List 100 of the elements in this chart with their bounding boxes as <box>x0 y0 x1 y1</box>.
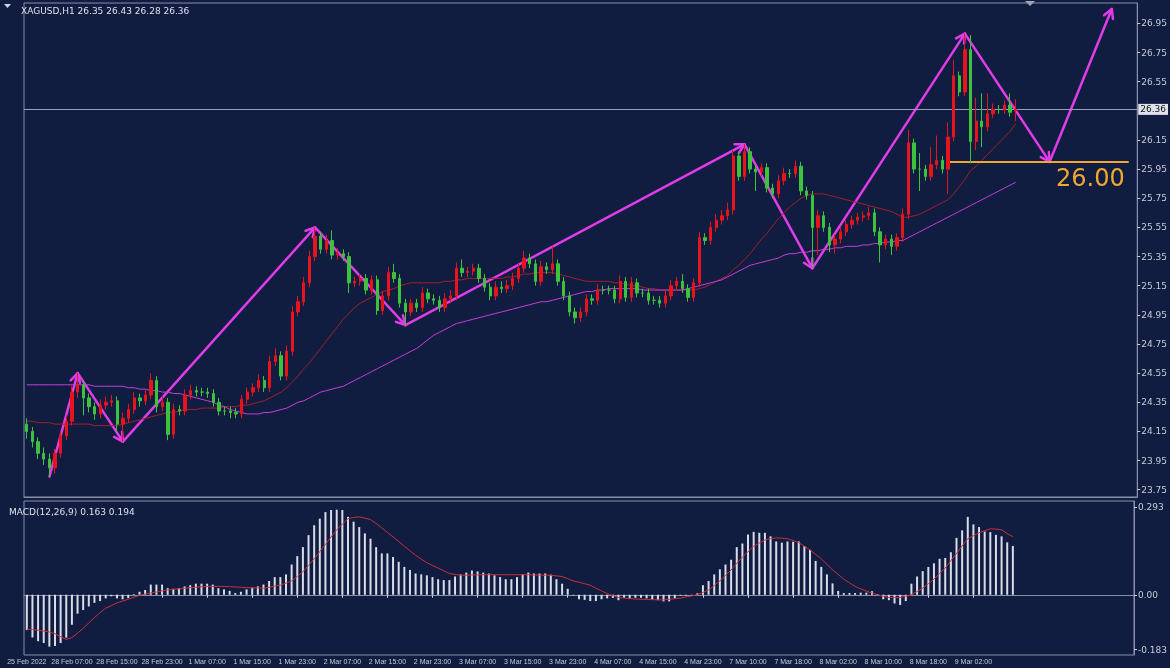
candlestick <box>517 261 520 284</box>
candlestick <box>901 207 904 243</box>
bar <box>37 594 40 642</box>
candlestick <box>1003 100 1006 115</box>
bar <box>820 566 823 595</box>
candlestick <box>765 162 769 193</box>
candlestick <box>579 307 582 323</box>
candlestick <box>104 395 108 411</box>
candlestick <box>178 404 181 416</box>
candlestick <box>138 393 142 408</box>
bar <box>961 530 964 595</box>
candlestick <box>771 183 774 199</box>
candlestick <box>895 232 899 252</box>
bar <box>228 590 231 595</box>
candlestick <box>308 250 311 288</box>
candlestick <box>856 212 859 225</box>
bar <box>718 569 721 595</box>
bar <box>966 516 969 595</box>
bar <box>318 518 321 595</box>
bar <box>420 574 423 595</box>
bar <box>414 573 417 595</box>
candlestick <box>545 261 548 275</box>
candlestick <box>110 394 113 408</box>
candlestick <box>890 234 893 256</box>
bar <box>1006 542 1009 595</box>
candlestick <box>285 344 288 381</box>
bar <box>194 583 197 595</box>
bar <box>589 594 592 602</box>
candlestick <box>449 289 452 304</box>
candlestick <box>952 59 955 142</box>
candlestick <box>404 298 407 326</box>
candlestick <box>359 273 362 287</box>
candlestick <box>370 275 373 295</box>
candlestick <box>585 293 588 317</box>
bar <box>741 543 744 595</box>
candlestick <box>325 234 328 255</box>
y-tick-label: 24.35 <box>1141 397 1167 408</box>
candlestick <box>87 393 91 413</box>
candlestick <box>376 275 379 316</box>
candlestick <box>619 275 622 304</box>
bar <box>831 583 834 595</box>
candlestick <box>229 406 232 419</box>
bar <box>442 580 445 595</box>
candlestick <box>48 452 51 478</box>
candlestick <box>539 260 543 287</box>
bar <box>1011 545 1014 595</box>
bar <box>516 577 519 595</box>
bar <box>476 571 479 595</box>
candlestick <box>121 411 125 443</box>
bar <box>932 563 935 595</box>
candlestick <box>878 226 882 263</box>
bar <box>392 557 395 595</box>
bar <box>82 594 85 611</box>
bar <box>189 585 192 595</box>
candlestick <box>782 167 786 186</box>
candlestick <box>850 215 854 230</box>
candlestick <box>975 97 978 151</box>
bar <box>375 547 378 595</box>
candlestick <box>65 414 68 441</box>
candlestick <box>336 247 339 260</box>
bar <box>301 547 304 595</box>
bar <box>499 577 502 595</box>
candlestick <box>828 222 831 253</box>
candlestick <box>568 291 571 317</box>
candlestick <box>528 253 531 269</box>
candlestick <box>500 280 503 294</box>
candlestick <box>387 266 390 301</box>
candlestick <box>505 279 509 294</box>
candlestick <box>212 388 215 408</box>
bar <box>279 577 282 595</box>
line-series <box>26 516 1014 640</box>
candlestick <box>127 403 130 424</box>
candlestick <box>421 286 424 313</box>
bar <box>825 574 828 595</box>
candlestick <box>494 280 498 301</box>
candlestick <box>811 190 814 269</box>
bar <box>763 532 766 595</box>
candlestick <box>234 407 238 419</box>
candlestick <box>511 272 514 291</box>
candlestick <box>675 276 678 291</box>
candlestick <box>1014 98 1017 122</box>
bar <box>1000 536 1003 595</box>
candlestick <box>206 387 209 399</box>
candlestick <box>432 293 435 306</box>
candlestick <box>935 135 938 170</box>
candlestick <box>466 266 469 278</box>
bar <box>87 594 90 607</box>
bar <box>93 594 96 603</box>
candlestick <box>274 347 277 367</box>
bar <box>837 590 840 595</box>
candlestick <box>884 234 887 250</box>
bar <box>76 594 79 614</box>
bar <box>397 561 400 595</box>
candlestick <box>907 129 910 220</box>
candlestick <box>664 289 667 309</box>
bar <box>724 564 727 595</box>
bar <box>437 579 440 595</box>
y-tick-label: 25.55 <box>1141 222 1167 233</box>
candlestick <box>862 210 865 223</box>
bar <box>223 589 226 595</box>
